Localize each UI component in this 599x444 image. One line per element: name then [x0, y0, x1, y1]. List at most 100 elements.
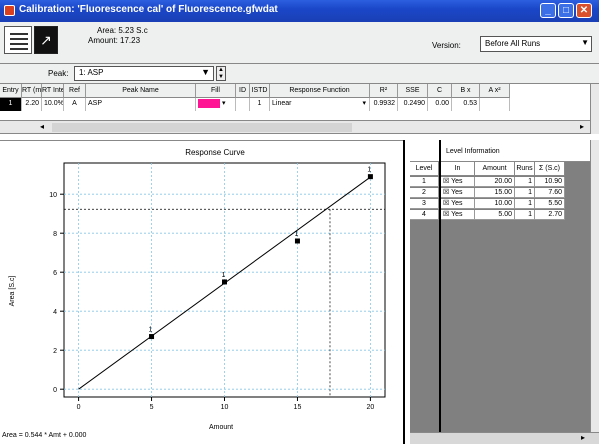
col-header-ref[interactable]: Ref	[64, 84, 86, 98]
col-header-r2[interactable]: R²	[370, 84, 398, 98]
cell-area[interactable]: 10.90	[535, 177, 565, 187]
col-header-fill[interactable]: Fill	[196, 84, 236, 98]
level-horizontal-scrollbar[interactable]: ▸	[410, 432, 599, 444]
cell-runs[interactable]: 1	[515, 210, 535, 220]
cell-r2[interactable]: 0.9932	[370, 98, 398, 111]
curve-view-icon[interactable]: ↗	[34, 26, 58, 54]
version-value: Before All Runs	[485, 39, 541, 48]
cell-level[interactable]: 1	[410, 177, 439, 187]
data-point	[294, 238, 300, 244]
minimize-button[interactable]: _	[540, 3, 556, 18]
x-tick-label: 5	[150, 404, 154, 411]
cell-sse[interactable]: 0.2490	[398, 98, 428, 111]
cell-level[interactable]: 3	[410, 199, 439, 209]
peak-label: Peak:	[48, 69, 69, 78]
panel-divider[interactable]	[403, 140, 410, 444]
app-icon	[4, 5, 15, 16]
col-header-response-function[interactable]: Response Function	[270, 84, 370, 98]
level-header-bar	[410, 140, 590, 162]
x-tick-label: 15	[294, 404, 302, 411]
cell-ref[interactable]: A	[64, 98, 86, 111]
data-point-label: 1	[294, 231, 298, 238]
scroll-right-icon[interactable]: ▸	[580, 433, 585, 442]
cell-runs[interactable]: 1	[515, 199, 535, 209]
col-header-bx[interactable]: B x	[452, 84, 480, 98]
cell-istd[interactable]: 1	[250, 98, 270, 111]
chevron-down-icon: ▼	[581, 38, 589, 47]
vertical-scrollbar[interactable]	[590, 140, 599, 432]
col-header-peak-name[interactable]: Peak Name	[86, 84, 196, 98]
cell-runs[interactable]: 1	[515, 188, 535, 198]
peak-value: 1: ASP	[79, 68, 104, 77]
y-tick-label: 10	[49, 192, 57, 199]
cell-peak-name[interactable]: ASP	[86, 98, 196, 111]
cell-response-function[interactable]: Linear ▾	[270, 98, 370, 111]
cell-amount[interactable]: 15.00	[475, 188, 515, 198]
cell-rt[interactable]: 2.20	[22, 98, 42, 111]
cell-area[interactable]: 7.60	[535, 188, 565, 198]
amount-readout: Amount: 17.23	[88, 36, 141, 45]
col-header-ax2[interactable]: A x²	[480, 84, 510, 98]
y-tick-label: 0	[53, 387, 57, 394]
chart-y-axis-label: Area [S.c]	[9, 276, 16, 307]
level-column-divider	[439, 140, 441, 432]
col-header-entry[interactable]: Entry	[0, 84, 22, 98]
cell-in[interactable]: ☒ Yes	[441, 210, 475, 220]
cell-fill[interactable]: ▾	[196, 98, 236, 111]
col-header-level[interactable]: Level	[410, 162, 439, 176]
cell-amount[interactable]: 5.00	[475, 210, 515, 220]
col-header-id[interactable]: ID	[236, 84, 250, 98]
peak-row: Peak: 1: ASP ▼ ▲ ▼	[0, 64, 599, 84]
chart-title: Response Curve	[185, 148, 245, 157]
cell-area[interactable]: 2.70	[535, 210, 565, 220]
x-tick-label: 10	[221, 404, 229, 411]
cell-c[interactable]: 0.00	[428, 98, 452, 111]
cell-ax2[interactable]	[480, 98, 510, 111]
level-information-title: Level Information	[446, 148, 500, 155]
cell-rt-interval[interactable]: 10.0%	[42, 98, 64, 111]
data-point-label: 1	[367, 167, 371, 174]
close-button[interactable]: ✕	[576, 3, 592, 18]
x-tick-label: 20	[367, 404, 375, 411]
maximize-button[interactable]: □	[558, 3, 574, 18]
col-header-c[interactable]: C	[428, 84, 452, 98]
col-header-sse[interactable]: SSE	[398, 84, 428, 98]
cell-in[interactable]: ☒ Yes	[441, 177, 475, 187]
version-label: Version:	[432, 41, 461, 50]
col-header-runs[interactable]: Runs	[515, 162, 535, 176]
col-header-amount[interactable]: Amount	[475, 162, 515, 176]
chevron-down-icon: ▾	[362, 100, 366, 107]
cell-level[interactable]: 4	[410, 210, 439, 220]
col-header-rt-interval[interactable]: RT Interval	[42, 84, 64, 98]
scrollbar-thumb[interactable]	[52, 123, 352, 132]
cell-in[interactable]: ☒ Yes	[441, 188, 475, 198]
peak-select[interactable]: 1: ASP ▼	[74, 66, 214, 81]
y-tick-label: 6	[53, 270, 57, 277]
cell-level[interactable]: 2	[410, 188, 439, 198]
cell-runs[interactable]: 1	[515, 177, 535, 187]
col-header-area[interactable]: Σ (S.c)	[535, 162, 565, 176]
cell-area[interactable]: 5.50	[535, 199, 565, 209]
cell-amount[interactable]: 20.00	[475, 177, 515, 187]
y-tick-label: 2	[53, 348, 57, 355]
col-header-istd[interactable]: ISTD	[250, 84, 270, 98]
data-point-label: 1	[222, 272, 226, 279]
scroll-left-icon[interactable]: ◂	[40, 122, 45, 131]
response-curve-panel[interactable]: Response Curve Amount Area [S.c] 0 5 10 15 2…	[0, 140, 404, 432]
list-view-icon[interactable]	[4, 26, 32, 54]
cell-bx[interactable]: 0.53	[452, 98, 480, 111]
window-titlebar[interactable]: Calibration: 'Fluorescence cal' of Fluor…	[0, 0, 599, 22]
version-select[interactable]: Before All Runs ▼	[480, 36, 592, 52]
table-side-strip	[590, 84, 599, 134]
cell-entry[interactable]: 1	[0, 98, 22, 111]
scroll-right-icon[interactable]: ▸	[579, 122, 584, 131]
cell-in[interactable]: ☒ Yes	[441, 199, 475, 209]
cell-id[interactable]	[236, 98, 250, 111]
col-header-in[interactable]: In	[441, 162, 475, 176]
chevron-down-icon: ▾	[221, 100, 226, 107]
response-curve-chart[interactable]: Response Curve Amount Area [S.c] 0 5 10 15 2…	[0, 141, 404, 433]
horizontal-scrollbar[interactable]: ◂ ▸	[0, 120, 590, 134]
peak-spinner[interactable]: ▲ ▼	[216, 66, 226, 81]
col-header-rt[interactable]: RT (min)	[22, 84, 42, 98]
cell-amount[interactable]: 10.00	[475, 199, 515, 209]
